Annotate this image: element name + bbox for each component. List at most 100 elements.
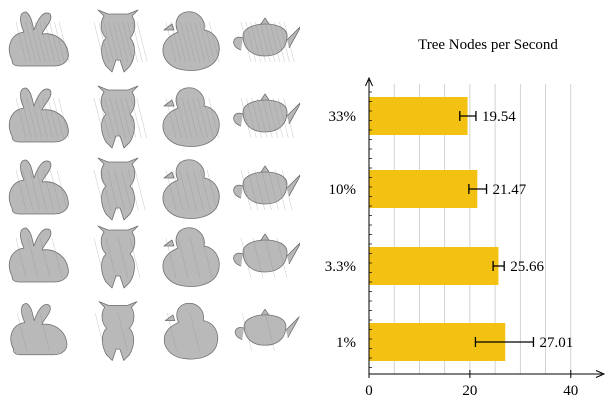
mesh-facet-line bbox=[93, 97, 105, 139]
mesh-facet-line bbox=[59, 21, 70, 63]
mesh-facet-line bbox=[105, 237, 117, 279]
mesh-facet-line bbox=[108, 21, 119, 63]
mesh-facet-line bbox=[165, 237, 177, 279]
y-tick-label: 1% bbox=[336, 335, 356, 351]
mesh-facet-line bbox=[242, 312, 252, 352]
teapot-mesh-thumbnail bbox=[233, 233, 300, 279]
teapot-mesh-thumbnail bbox=[234, 308, 300, 352]
mesh-facet-line bbox=[35, 21, 46, 63]
mesh-facet-line bbox=[131, 97, 142, 139]
mesh-facet-line bbox=[137, 21, 148, 63]
mesh-facet-line bbox=[93, 21, 105, 63]
mesh-facet-line bbox=[201, 237, 213, 279]
mesh-facet-line bbox=[279, 21, 290, 63]
mesh-facet-line bbox=[51, 237, 63, 279]
mesh-facet-line bbox=[22, 169, 34, 211]
mesh-facet-line bbox=[180, 21, 191, 63]
mesh-facet-line bbox=[115, 97, 126, 139]
mesh-facet-line bbox=[125, 97, 137, 139]
duck-mesh-thumbnail bbox=[164, 302, 219, 360]
mesh-facet-line bbox=[39, 312, 50, 352]
mesh-facet-line bbox=[39, 237, 51, 279]
mesh-facet-line bbox=[15, 237, 27, 279]
mesh-facet-line bbox=[47, 97, 59, 139]
mesh-facet-line bbox=[208, 97, 219, 139]
mesh-facet-line bbox=[167, 312, 177, 352]
mesh-facet-line bbox=[114, 169, 125, 211]
teapot-mesh-shape bbox=[233, 17, 300, 57]
bunny-mesh-thumbnail bbox=[10, 303, 68, 356]
mesh-facet-line bbox=[107, 169, 118, 211]
duck-mesh-thumbnail bbox=[162, 11, 220, 71]
teapot-mesh-shape bbox=[234, 308, 300, 346]
mesh-facet-line bbox=[100, 169, 112, 211]
teapot-mesh-shape bbox=[233, 165, 300, 205]
bunny-mesh-shape bbox=[8, 227, 69, 283]
mesh-facet-line bbox=[206, 169, 218, 211]
y-tick-label: 33% bbox=[329, 109, 357, 125]
mesh-facet-line bbox=[200, 169, 211, 211]
mesh-thumbnail-grid bbox=[8, 9, 300, 361]
mesh-facet-line bbox=[192, 97, 203, 139]
mesh-facet-line bbox=[194, 21, 205, 63]
data-label: 25.66 bbox=[510, 259, 544, 275]
cow-mesh-shape bbox=[98, 301, 138, 361]
labels: 19.54 33% 21.47 10% 25.66 3.3% 27.01 1% 0 20 40 bbox=[325, 109, 579, 399]
mesh-facet-line bbox=[187, 97, 198, 139]
mesh-facet-line bbox=[49, 21, 60, 63]
y-axis-arrow bbox=[365, 76, 373, 87]
axes bbox=[365, 76, 606, 378]
teapot-mesh-thumbnail bbox=[233, 165, 300, 211]
teapot-mesh-thumbnail bbox=[233, 17, 300, 63]
duck-mesh-thumbnail bbox=[162, 87, 220, 147]
mesh-facet-line bbox=[247, 169, 259, 211]
mesh-facet-line bbox=[276, 237, 288, 279]
mesh-facet-line bbox=[136, 97, 147, 139]
mesh-facet-line bbox=[21, 97, 32, 139]
data-label: 19.54 bbox=[482, 109, 516, 125]
duck-mesh-shape bbox=[162, 159, 220, 219]
mesh-facet-line bbox=[189, 237, 201, 279]
bunny-mesh-thumbnail bbox=[8, 159, 69, 215]
mesh-facet-line bbox=[246, 97, 257, 139]
mesh-facet-line bbox=[260, 21, 271, 63]
duck-mesh-shape bbox=[162, 87, 220, 147]
cow-mesh-thumbnail bbox=[93, 225, 141, 289]
mesh-facet-line bbox=[42, 97, 53, 139]
mesh-facet-line bbox=[264, 21, 276, 63]
bunny-mesh-thumbnail bbox=[8, 87, 69, 143]
mesh-facet-line bbox=[171, 97, 182, 139]
mesh-facet-line bbox=[30, 21, 41, 63]
mesh-facet-line bbox=[189, 21, 201, 63]
mesh-facet-line bbox=[209, 21, 220, 63]
mesh-facet-line bbox=[95, 312, 105, 352]
chart-title: Tree Nodes per Second bbox=[418, 37, 558, 53]
mesh-facet-line bbox=[272, 97, 284, 139]
mesh-facet-line bbox=[197, 97, 209, 139]
mesh-facet-line bbox=[27, 237, 39, 279]
bunny-mesh-shape bbox=[8, 159, 69, 215]
mesh-facet-line bbox=[121, 169, 132, 211]
mesh-facet-line bbox=[256, 97, 268, 139]
mesh-facet-line bbox=[254, 169, 265, 211]
mesh-facet-line bbox=[264, 312, 275, 352]
mesh-facet-line bbox=[15, 97, 27, 139]
teapot-mesh-thumbnail bbox=[233, 93, 300, 139]
mesh-facet-line bbox=[15, 169, 27, 211]
x-tick-label: 0 bbox=[365, 383, 373, 399]
mesh-facet-line bbox=[283, 97, 294, 139]
cow-mesh-thumbnail bbox=[93, 85, 147, 149]
bar bbox=[369, 170, 478, 208]
mesh-facet-line bbox=[128, 169, 139, 211]
mesh-facet-line bbox=[44, 21, 55, 63]
mesh-facet-line bbox=[165, 97, 177, 139]
mesh-facet-line bbox=[175, 21, 186, 63]
mesh-facet-line bbox=[93, 237, 105, 279]
mesh-facet-line bbox=[204, 21, 215, 63]
mesh-facet-line bbox=[185, 21, 196, 63]
mesh-facet-line bbox=[56, 169, 68, 211]
mesh-facet-line bbox=[132, 21, 143, 63]
mesh-facet-line bbox=[165, 169, 177, 211]
mesh-facet-line bbox=[127, 21, 138, 63]
